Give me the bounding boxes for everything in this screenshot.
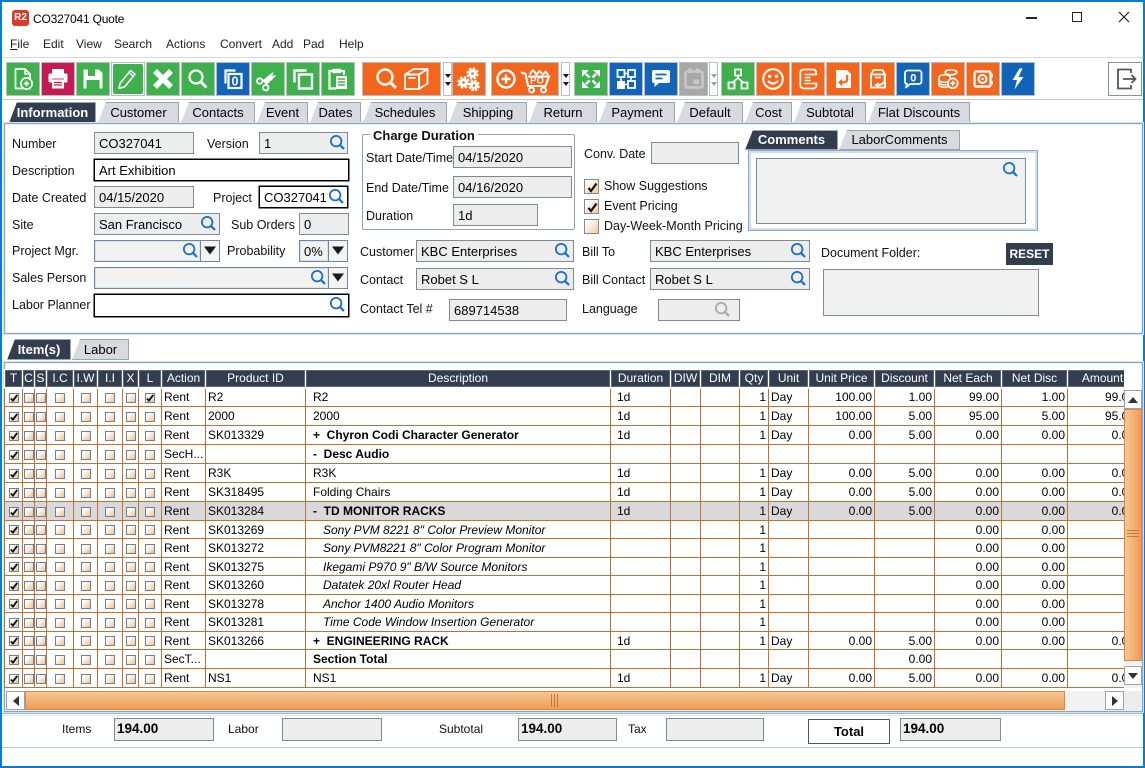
svg-text:0: 0 — [232, 75, 239, 89]
svg-text:PO: PO — [530, 76, 544, 87]
svg-text:0: 0 — [910, 73, 916, 85]
